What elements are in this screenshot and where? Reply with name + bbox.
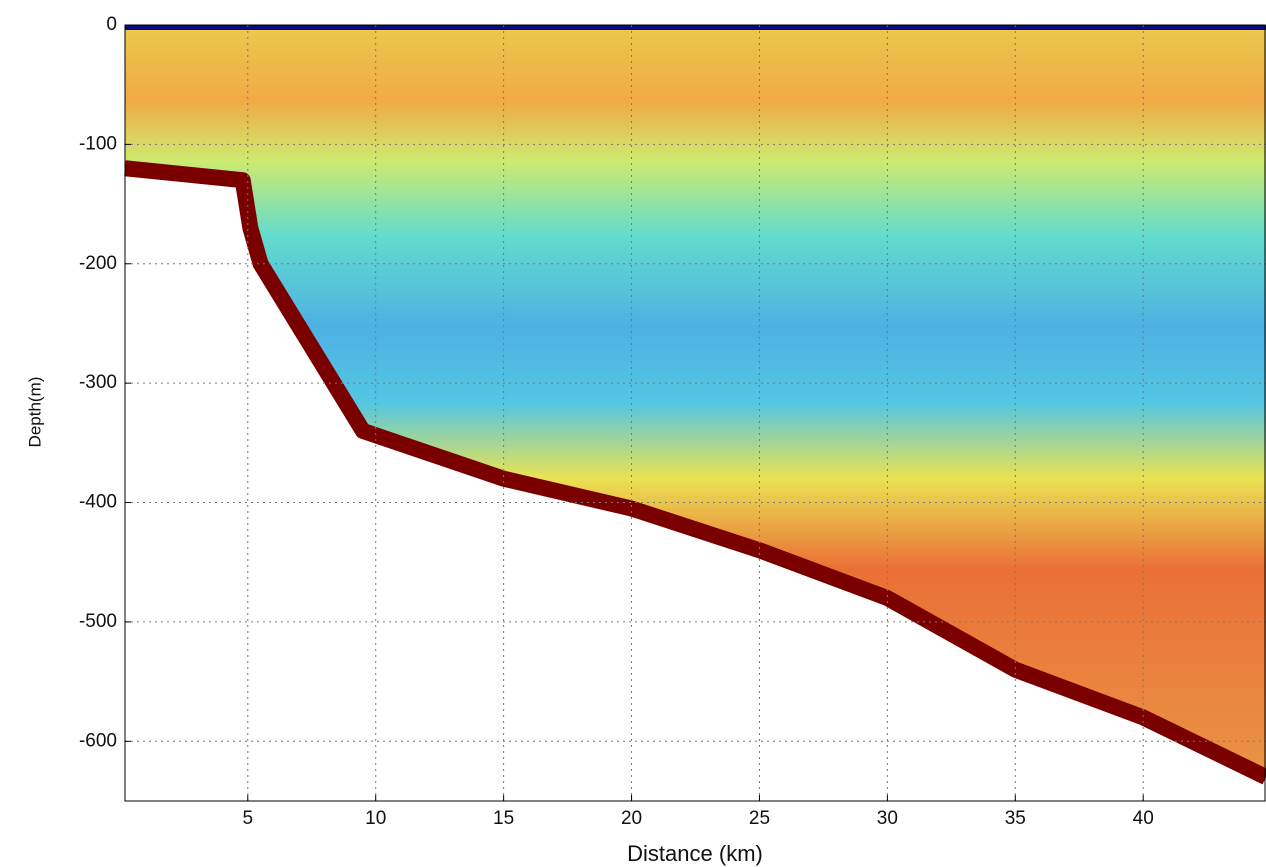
x-tick-label: 20 bbox=[621, 808, 642, 829]
y-tick-label: -400 bbox=[79, 492, 117, 513]
y-axis-label: Depth(m) bbox=[25, 377, 44, 448]
x-tick-label: 10 bbox=[365, 808, 386, 829]
water-column bbox=[125, 25, 1266, 778]
y-tick-label: -300 bbox=[79, 372, 117, 393]
x-tick-label: 30 bbox=[877, 808, 898, 829]
y-tick-label: -500 bbox=[79, 611, 117, 632]
x-tick-label: 35 bbox=[1005, 808, 1026, 829]
x-tick-label: 40 bbox=[1133, 808, 1154, 829]
seabed-echo bbox=[124, 160, 1266, 785]
y-tick-label: 0 bbox=[106, 14, 117, 35]
surface-band bbox=[125, 25, 1266, 30]
x-axis-label: Distance (km) bbox=[627, 841, 763, 866]
x-tick-label: 5 bbox=[243, 808, 254, 829]
y-tick-label: -600 bbox=[79, 730, 117, 751]
x-tick-label: 15 bbox=[493, 808, 514, 829]
x-tick-label: 25 bbox=[749, 808, 770, 829]
plot-frame bbox=[124, 24, 1266, 802]
y-tick-label: -200 bbox=[79, 253, 117, 274]
y-tick-label: -100 bbox=[79, 133, 117, 154]
